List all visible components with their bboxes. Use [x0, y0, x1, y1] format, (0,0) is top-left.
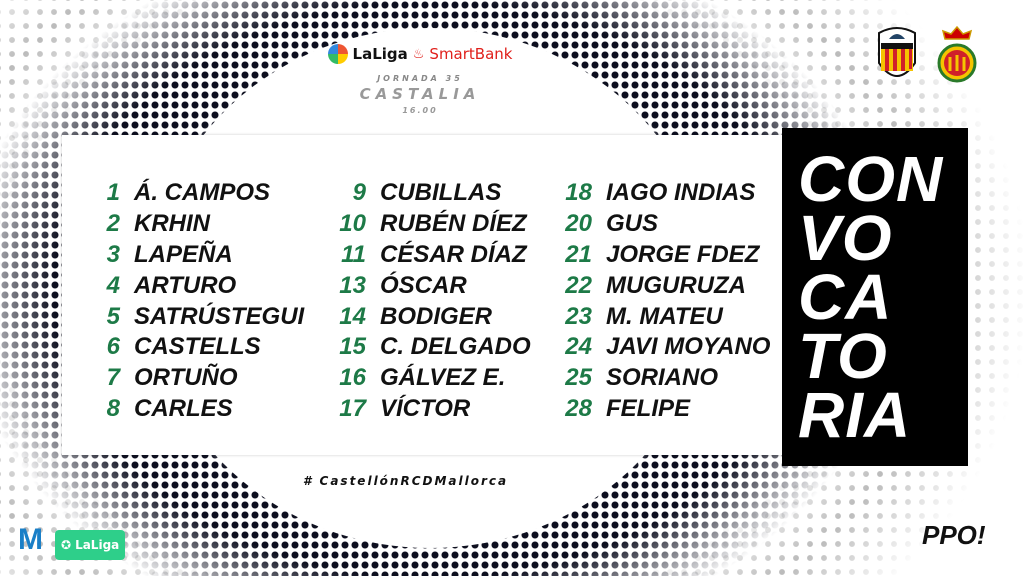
venue: CASTALIA	[359, 85, 481, 103]
player-name: GÁLVEZ E.	[380, 364, 506, 392]
player-number: 10	[339, 210, 366, 238]
matchday: JORNADA 35	[377, 74, 463, 83]
player-name: IAGO INDIAS	[606, 179, 756, 207]
player-number: 13	[339, 271, 366, 299]
player-number: 3	[106, 240, 120, 268]
player-number: 5	[106, 302, 120, 330]
squad-column-3: 18 IAGO INDIAS 20 GUS 21 JORGE FDEZ 22 MUGUR…	[556, 178, 770, 424]
mallorca-crest-icon	[937, 25, 977, 83]
player-row: 20 GUS	[556, 209, 770, 240]
player-name: C. DELGADO	[380, 333, 531, 361]
player-number: 24	[565, 333, 592, 361]
player-row: 3 LAPEÑA	[82, 240, 304, 271]
player-number: 17	[339, 394, 366, 422]
player-number: 11	[341, 240, 366, 268]
title-line: RIA	[798, 379, 912, 451]
brand-sponsor: SmartBank	[429, 45, 513, 63]
match-header: LaLiga ♨ SmartBank JORNADA 35 CASTALIA 1…	[320, 44, 520, 115]
player-number: 15	[339, 333, 366, 361]
player-row: 22 MUGURUZA	[556, 270, 770, 301]
player-number: 20	[565, 210, 592, 238]
player-row: 18 IAGO INDIAS	[556, 178, 770, 209]
player-name: JAVI MOYANO	[606, 333, 771, 361]
player-name: BODIGER	[380, 302, 493, 330]
player-row: 15 C. DELGADO	[330, 332, 531, 363]
player-name: ARTURO	[134, 271, 237, 299]
player-row: 9 CUBILLAS	[330, 178, 531, 209]
player-name: JORGE FDEZ	[606, 240, 760, 268]
player-number: 28	[565, 394, 592, 422]
player-row: 8 CARLES	[82, 394, 304, 425]
player-name: CASTELLS	[134, 333, 261, 361]
santander-flame-icon: ♨	[412, 46, 425, 62]
player-name: RUBÉN DÍEZ	[380, 210, 527, 238]
player-number: 21	[565, 240, 592, 268]
title-line: TO	[798, 320, 888, 392]
player-number: 7	[106, 364, 120, 392]
player-name: CÉSAR DÍAZ	[380, 240, 527, 268]
player-row: 7 ORTUÑO	[82, 363, 304, 394]
kickoff-time: 16.00	[402, 106, 438, 115]
player-name: VÍCTOR	[380, 394, 471, 422]
player-number: 1	[106, 179, 120, 207]
player-row: 10 RUBÉN DÍEZ	[330, 209, 531, 240]
laliga-smartbank-logo: LaLiga ♨ SmartBank	[320, 44, 520, 64]
player-row: 17 VÍCTOR	[330, 394, 531, 425]
player-number: 23	[565, 302, 592, 330]
player-row: 5 SATRÚSTEGUI	[82, 301, 305, 332]
player-row: 24 JAVI MOYANO	[556, 332, 770, 363]
player-row: 14 BODIGER	[330, 301, 531, 332]
title-line: CA	[798, 261, 893, 333]
player-name: ORTUÑO	[134, 364, 238, 392]
convocatoria-title: CON VO CA TO RIA	[782, 128, 968, 466]
player-name: SATRÚSTEGUI	[134, 302, 305, 330]
player-row: 4 ARTURO	[82, 270, 304, 301]
player-row: 13 ÓSCAR	[330, 270, 531, 301]
player-number: 8	[106, 394, 120, 422]
player-name: SORIANO	[606, 364, 719, 392]
player-number: 25	[565, 364, 592, 392]
player-row: 28 FELIPE	[556, 394, 770, 425]
player-name: FELIPE	[606, 394, 691, 422]
player-name: KRHIN	[134, 210, 210, 238]
player-name: LAPEÑA	[134, 240, 233, 268]
player-number: 14	[339, 302, 366, 330]
hashtag: # CastellónRCDMallorca	[303, 474, 509, 488]
laliga-badge-label: LaLiga	[75, 538, 120, 552]
player-name: CUBILLAS	[380, 179, 502, 207]
player-row: 6 CASTELLS	[82, 332, 304, 363]
player-number: 18	[565, 179, 592, 207]
laliga-badge-icon: ✪	[61, 538, 72, 552]
player-row: 23 M. MATEU	[556, 301, 770, 332]
player-row: 16 GÁLVEZ E.	[330, 363, 531, 394]
player-number: 16	[339, 364, 366, 392]
squad-list-card: 1 Á. CAMPOS 2 KRHIN 3 LAPEÑA 4 ARTURO 5 SATRÚ…	[62, 135, 782, 455]
title-line: CON	[798, 143, 944, 215]
signature: PPO!	[922, 520, 986, 550]
player-number: 9	[352, 179, 366, 207]
player-name: M. MATEU	[606, 302, 723, 330]
player-number: 2	[106, 210, 120, 238]
castellon-crest-icon	[878, 27, 916, 77]
player-name: MUGURUZA	[606, 271, 746, 299]
brand-laliga: LaLiga	[352, 45, 408, 63]
movistar-logo: M	[18, 523, 43, 556]
player-name: ÓSCAR	[380, 271, 467, 299]
player-name: CARLES	[134, 394, 233, 422]
squad-column-2: 9 CUBILLAS 10 RUBÉN DÍEZ 11 CÉSAR DÍAZ 13 ÓS…	[330, 178, 531, 425]
player-row: 2 KRHIN	[82, 209, 304, 240]
laliga-logo-icon	[327, 44, 348, 64]
player-number: 6	[106, 333, 120, 361]
squad-column-1: 1 Á. CAMPOS 2 KRHIN 3 LAPEÑA 4 ARTURO 5 SATRÚ…	[82, 178, 305, 425]
player-number: 22	[565, 271, 592, 299]
player-row: 21 JORGE FDEZ	[556, 240, 770, 271]
player-name: GUS	[606, 210, 659, 238]
laliga-badge: ✪ LaLiga	[55, 530, 125, 560]
player-row: 25 SORIANO	[556, 363, 770, 394]
player-name: Á. CAMPOS	[134, 179, 271, 207]
player-row: 11 CÉSAR DÍAZ	[330, 240, 531, 271]
player-number: 4	[106, 271, 120, 299]
player-row: 1 Á. CAMPOS	[82, 178, 304, 209]
title-line: VO	[798, 202, 893, 274]
